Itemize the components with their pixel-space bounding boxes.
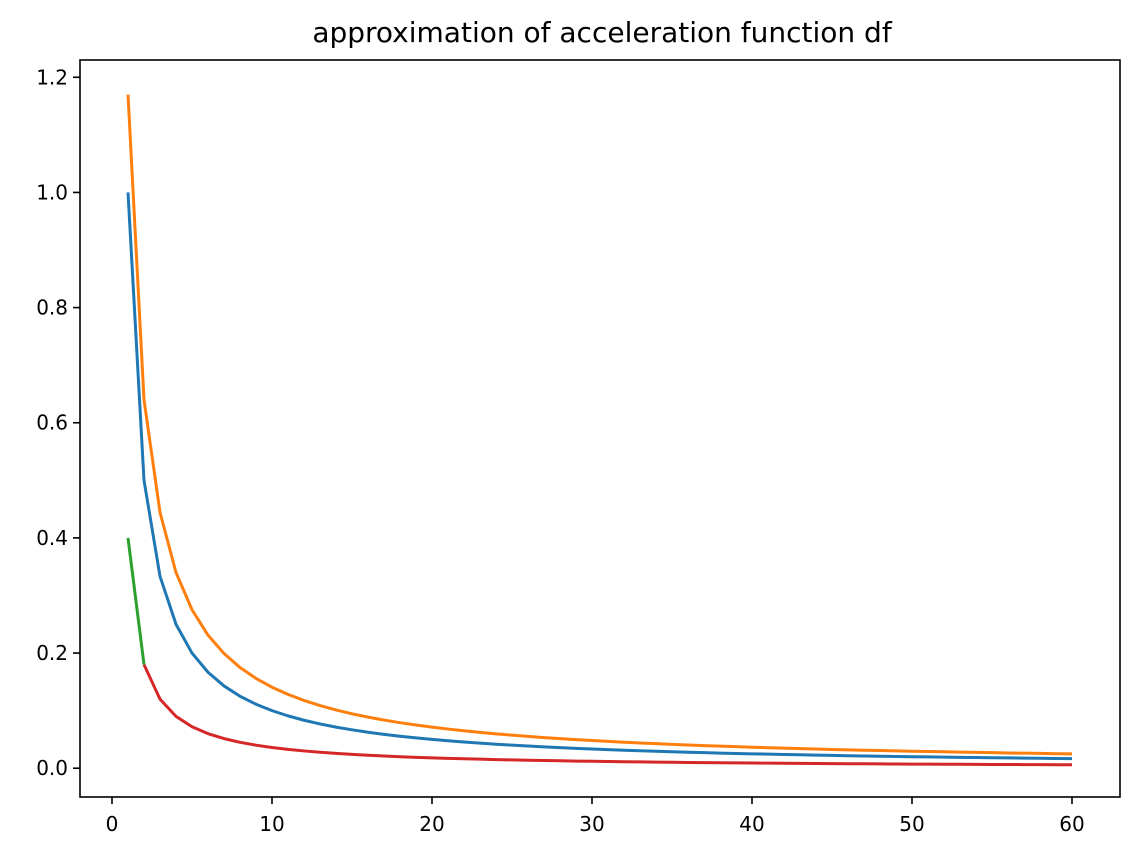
y-tick-label: 1.0	[36, 180, 68, 204]
x-tick-label: 50	[899, 812, 924, 836]
x-tick-label: 10	[259, 812, 284, 836]
y-axis: 0.0 0.2 0.4 0.6 0.8 1.0 1.2	[36, 65, 80, 780]
y-tick-label: 0.6	[36, 411, 68, 435]
chart-title: approximation of acceleration function d…	[312, 16, 893, 49]
series-line-2	[126, 94, 1073, 756]
x-tick-label: 40	[739, 812, 764, 836]
x-tick-label: 20	[419, 812, 444, 836]
x-tick-label: 30	[579, 812, 604, 836]
y-tick-label: 0.4	[36, 526, 68, 550]
series-line-4	[142, 663, 1073, 767]
axes-frame	[79, 59, 1121, 798]
y-tick-label: 1.2	[36, 65, 68, 89]
y-tick-label: 0.0	[36, 756, 68, 780]
y-tick-label: 0.8	[36, 296, 68, 320]
x-axis: 0 10 20 30 40 50 60	[106, 797, 1085, 836]
y-tick-label: 0.2	[36, 641, 68, 665]
series-layer	[126, 94, 1073, 767]
x-tick-label: 0	[106, 812, 119, 836]
series-line-1	[126, 192, 1073, 761]
x-tick-label: 60	[1059, 812, 1084, 836]
series-line-3	[126, 537, 146, 665]
